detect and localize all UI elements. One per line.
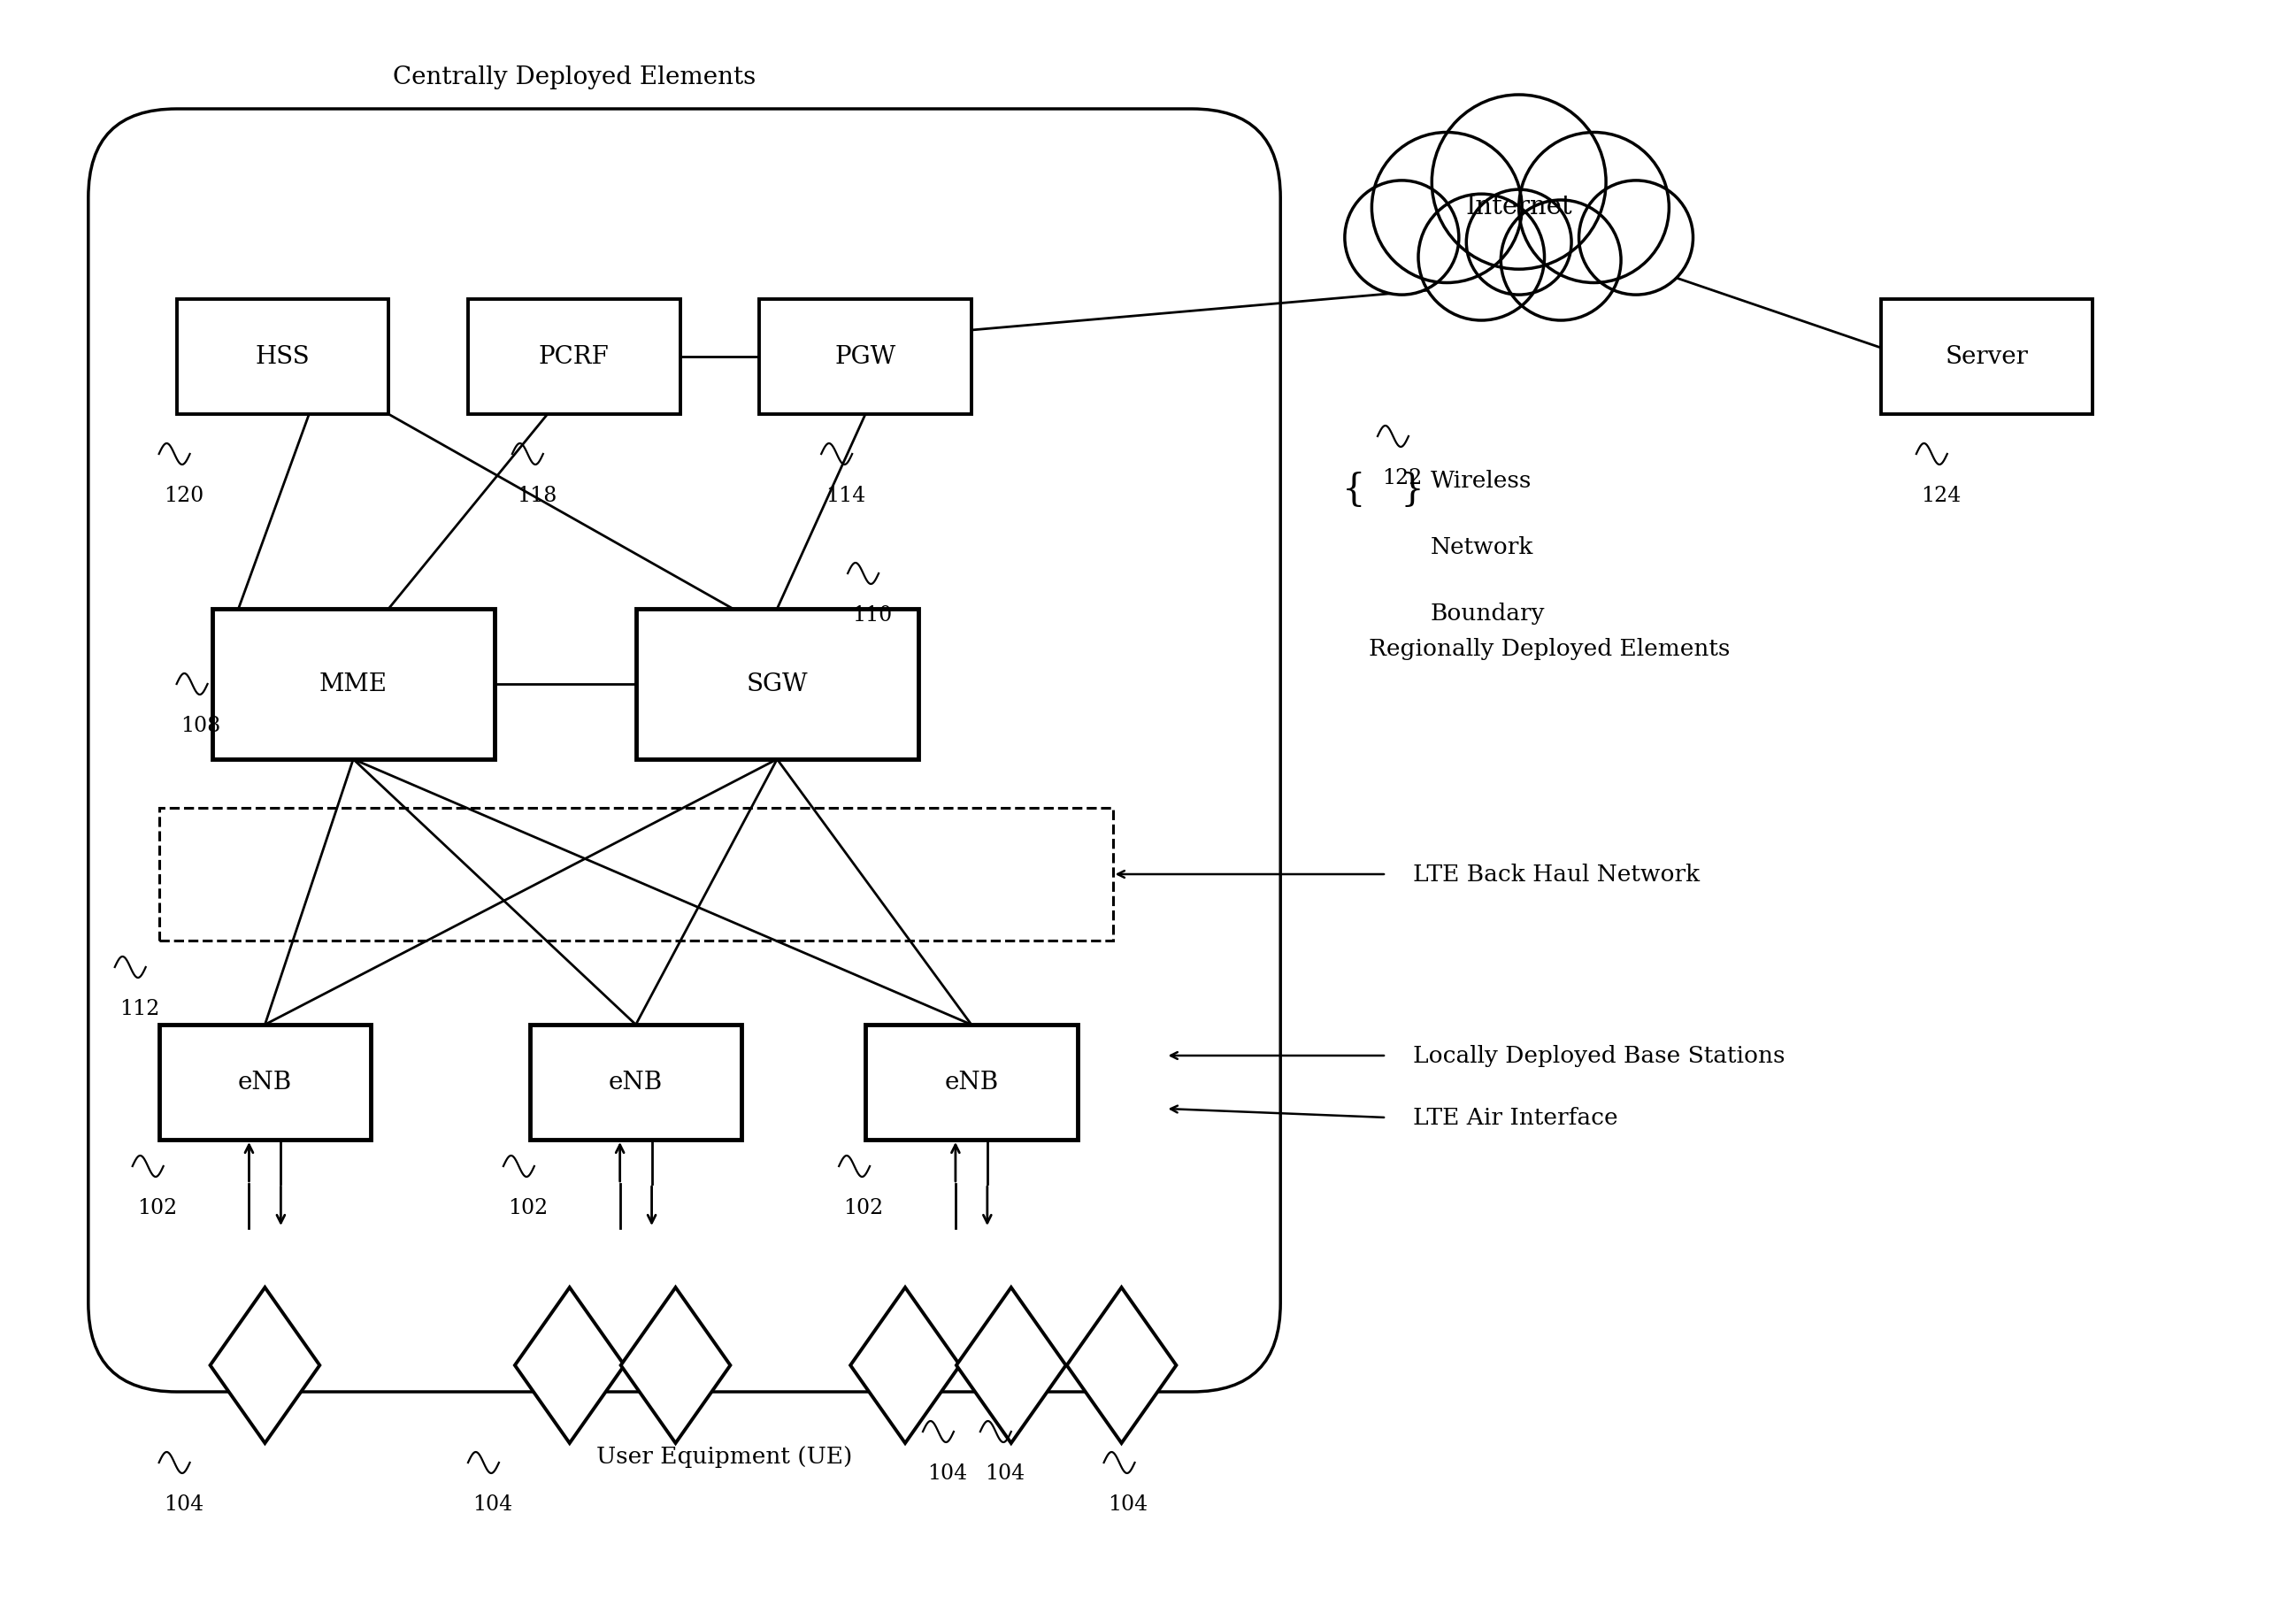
Text: 112: 112 <box>119 998 158 1019</box>
Circle shape <box>1419 195 1545 321</box>
Bar <box>158 808 1114 940</box>
Text: 104: 104 <box>985 1463 1024 1482</box>
Bar <box>1880 300 2094 415</box>
Text: 110: 110 <box>852 605 893 626</box>
Bar <box>158 1024 372 1140</box>
Text: 104: 104 <box>1109 1494 1148 1515</box>
Text: PGW: PGW <box>836 345 895 369</box>
Bar <box>211 610 494 760</box>
Text: 122: 122 <box>1382 468 1421 489</box>
Text: PCRF: PCRF <box>540 345 608 369</box>
Polygon shape <box>957 1287 1065 1444</box>
Text: 104: 104 <box>163 1494 204 1515</box>
Polygon shape <box>211 1287 319 1444</box>
Text: Boundary: Boundary <box>1430 603 1545 624</box>
Text: LTE Air Interface: LTE Air Interface <box>1412 1107 1619 1129</box>
Text: 124: 124 <box>1922 486 1961 506</box>
Text: 108: 108 <box>181 716 220 736</box>
Text: 102: 102 <box>138 1197 177 1218</box>
Text: SGW: SGW <box>746 673 808 697</box>
Text: Locally Deployed Base Stations: Locally Deployed Base Stations <box>1412 1045 1784 1066</box>
Text: Network: Network <box>1430 537 1534 558</box>
Circle shape <box>1467 190 1570 295</box>
Text: eNB: eNB <box>944 1071 999 1094</box>
Text: 104: 104 <box>928 1463 967 1482</box>
Text: 120: 120 <box>163 486 204 506</box>
Bar <box>530 1024 742 1140</box>
Circle shape <box>1580 181 1692 295</box>
Polygon shape <box>620 1287 730 1444</box>
Polygon shape <box>1068 1287 1176 1444</box>
Text: Wireless: Wireless <box>1430 469 1531 492</box>
Text: MME: MME <box>319 673 388 697</box>
Circle shape <box>1371 134 1522 284</box>
Text: 102: 102 <box>507 1197 549 1218</box>
Bar <box>177 300 388 415</box>
Bar <box>866 1024 1077 1140</box>
Text: 114: 114 <box>827 486 866 506</box>
Bar <box>760 300 971 415</box>
Text: eNB: eNB <box>608 1071 664 1094</box>
Text: User Equipment (UE): User Equipment (UE) <box>597 1445 852 1468</box>
Circle shape <box>1520 134 1669 284</box>
Text: 104: 104 <box>473 1494 512 1515</box>
Text: Internet: Internet <box>1465 195 1573 219</box>
Bar <box>468 300 680 415</box>
Text: eNB: eNB <box>239 1071 292 1094</box>
Text: Regionally Deployed Elements: Regionally Deployed Elements <box>1368 639 1731 660</box>
Circle shape <box>1502 200 1621 321</box>
Text: {   }: { } <box>1343 471 1424 508</box>
Polygon shape <box>514 1287 625 1444</box>
Text: LTE Back Haul Network: LTE Back Haul Network <box>1412 863 1699 886</box>
Text: 102: 102 <box>843 1197 884 1218</box>
Circle shape <box>1433 95 1605 269</box>
Text: Centrally Deployed Elements: Centrally Deployed Elements <box>393 66 755 89</box>
Circle shape <box>1345 181 1458 295</box>
Bar <box>636 610 918 760</box>
Polygon shape <box>850 1287 960 1444</box>
Text: Server: Server <box>1945 345 2027 369</box>
Text: HSS: HSS <box>255 345 310 369</box>
Text: 118: 118 <box>517 486 556 506</box>
